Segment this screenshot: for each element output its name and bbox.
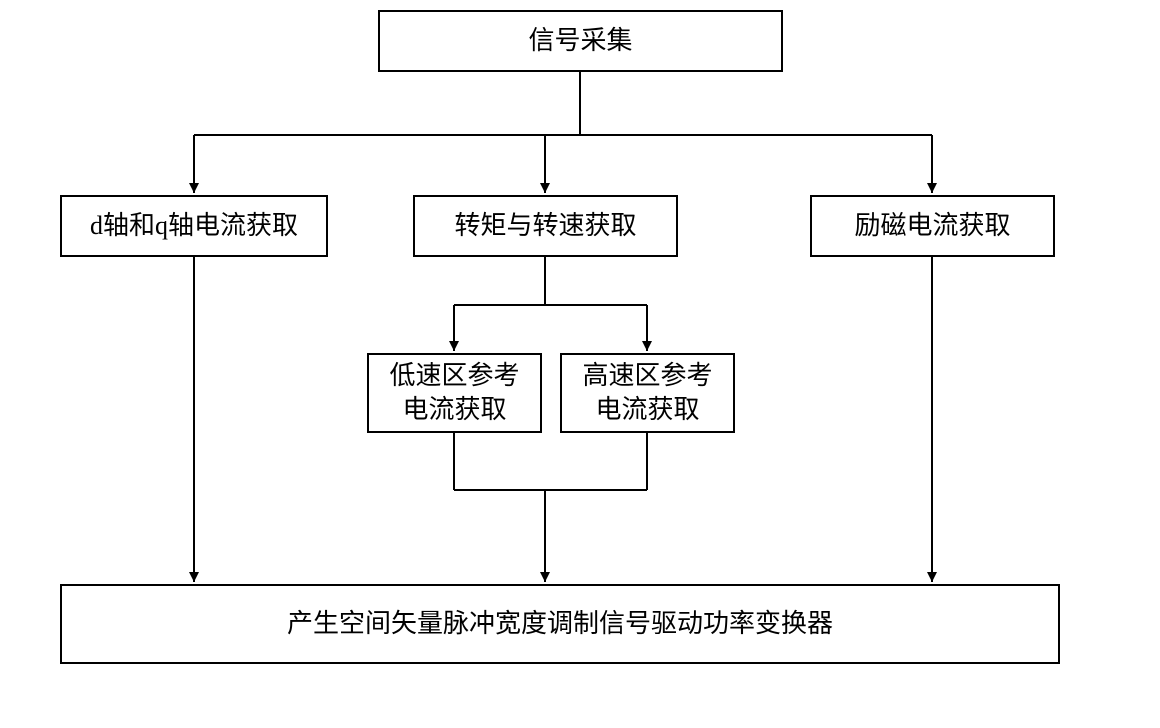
flowchart-edges xyxy=(0,0,1160,728)
